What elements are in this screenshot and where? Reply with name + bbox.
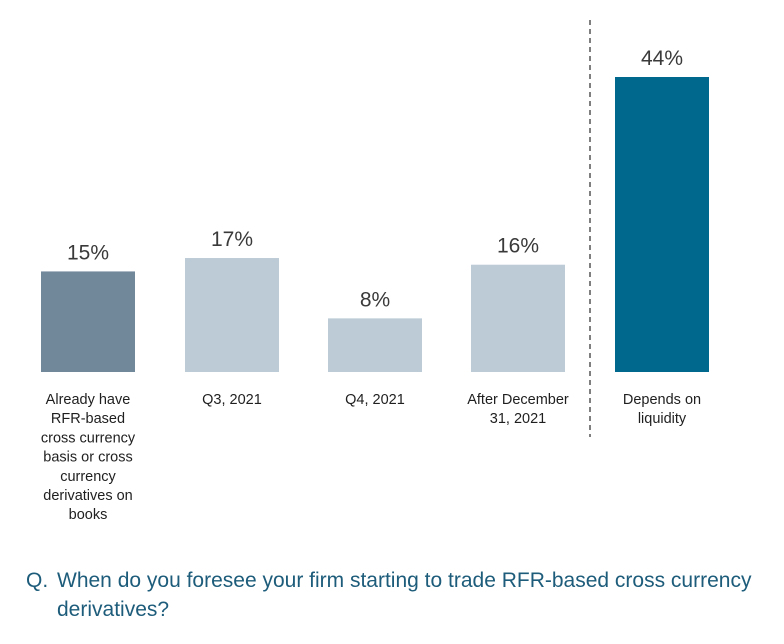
bar-5 [615,77,709,372]
bar-2 [185,258,279,372]
question-text: When do you foresee your firm starting t… [57,569,752,621]
value-label-4: 16% [497,235,539,258]
value-label-3: 8% [360,288,390,311]
bar-4 [471,264,565,372]
question-prefix: Q. [26,569,49,592]
bar-chart: 15% Already have RFR-based cross currency ba… [41,20,709,523]
category-label-5: Depends on liquidity [623,392,701,427]
bar-3 [328,318,422,372]
category-label-4: After December 31, 2021 [467,392,569,427]
survey-question: Q. When do you foresee your firm startin… [26,566,756,624]
category-label-1: Already have RFR-based cross currency basis… [41,392,136,523]
bar-1 [41,271,135,372]
value-label-1: 15% [67,241,109,264]
category-label-3: Q4, 2021 [345,392,405,408]
value-label-5: 44% [641,47,683,70]
value-label-2: 17% [211,228,253,251]
category-label-2: Q3, 2021 [202,392,262,408]
